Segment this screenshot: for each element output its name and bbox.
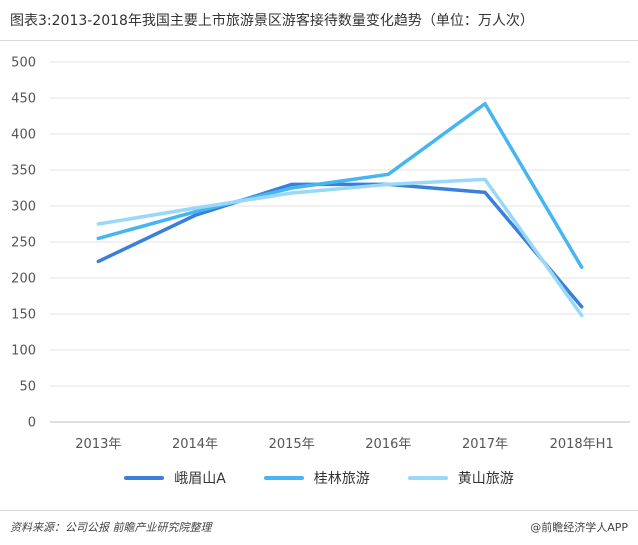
legend-swatch: [124, 476, 165, 480]
x-tick-label: 2013年: [75, 437, 121, 452]
data-point: [483, 177, 487, 181]
data-point: [193, 206, 197, 210]
data-point: [483, 190, 487, 194]
series-3: [96, 177, 584, 318]
source-note: 资料来源：公司公报 前瞻产业研究院整理: [10, 521, 212, 534]
series-lines: [96, 102, 584, 318]
legend-item: 黄山旅游: [407, 468, 514, 488]
data-point: [580, 305, 584, 309]
y-tick-label: 200: [11, 272, 36, 287]
legend-item: 桂林旅游: [263, 468, 370, 488]
data-point: [193, 213, 197, 217]
x-tick-label: 2014年: [172, 437, 218, 452]
gridlines: [50, 61, 630, 423]
title-bar: 图表3:2013-2018年我国主要上市旅游景区游客接待数量变化趋势（单位：万人…: [0, 0, 638, 41]
y-tick-label: 450: [11, 92, 36, 107]
legend: 峨眉山A 桂林旅游 黄山旅游: [0, 466, 638, 490]
y-tick-label: 50: [19, 380, 36, 395]
data-point: [290, 186, 294, 190]
series-line: [96, 177, 584, 318]
data-point: [386, 182, 390, 186]
y-tick-label: 400: [11, 128, 36, 143]
legend-swatch: [263, 476, 304, 480]
data-point: [290, 191, 294, 195]
x-tick-label: 2018年H1: [550, 437, 614, 452]
data-point: [580, 265, 584, 269]
x-axis-ticks: 2013年 2014年 2015年 2016年 2017年 2018年H1: [75, 437, 613, 452]
legend-label: 峨眉山A: [174, 471, 226, 487]
data-point: [96, 222, 100, 226]
series-line: [96, 102, 584, 269]
data-point: [580, 313, 584, 317]
chart-title: 图表3:2013-2018年我国主要上市旅游景区游客接待数量变化趋势（单位：万人…: [10, 13, 534, 29]
series-2: [96, 102, 584, 269]
x-tick-label: 2015年: [269, 437, 315, 452]
y-tick-label: 350: [11, 164, 36, 179]
series-line: [96, 182, 584, 309]
data-point: [483, 102, 487, 106]
x-tick-label: 2017年: [462, 437, 508, 452]
y-axis-ticks: 0 50 100 150 200 250 300 350 400 450 500: [11, 56, 36, 431]
y-tick-label: 100: [11, 344, 36, 359]
data-point: [386, 172, 390, 176]
y-tick-label: 500: [11, 56, 36, 71]
x-tick-label: 2016年: [365, 437, 411, 452]
y-tick-label: 300: [11, 200, 36, 215]
data-point: [96, 236, 100, 240]
brand-label: @前瞻经济学人APP: [530, 521, 628, 534]
series-1: [96, 182, 584, 309]
footer: 资料来源：公司公报 前瞻产业研究院整理 @前瞻经济学人APP: [0, 510, 638, 545]
legend-label: 黄山旅游: [457, 471, 514, 487]
legend-swatch: [407, 476, 448, 480]
y-tick-label: 250: [11, 236, 36, 251]
data-point: [96, 259, 100, 263]
line-chart: 0 50 100 150 200 250 300 350 400 450 500 2013年 2014…: [11, 56, 630, 452]
data-point: [290, 182, 294, 186]
y-tick-label: 150: [11, 308, 36, 323]
legend-label: 桂林旅游: [313, 471, 370, 487]
data-point: [193, 210, 197, 214]
legend-item: 峨眉山A: [124, 468, 226, 488]
y-tick-label: 0: [28, 416, 36, 431]
